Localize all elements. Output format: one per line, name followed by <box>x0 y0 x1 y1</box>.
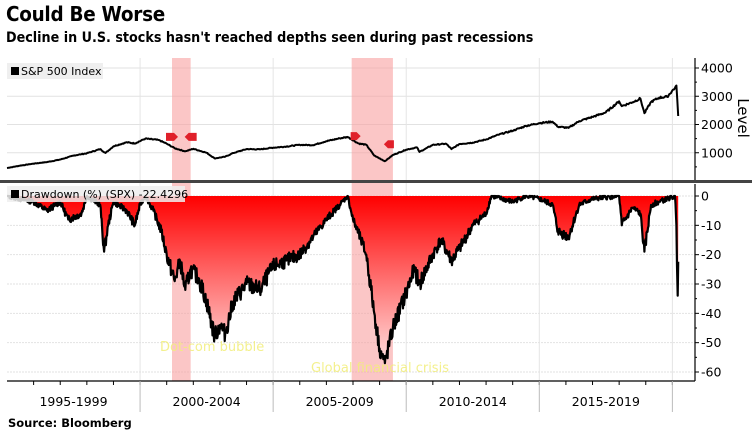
y-axis-label-top: Level <box>734 98 752 138</box>
legend-drawdown: Drawdown (%) (SPX) -22.4296 <box>7 186 188 202</box>
panel-separator <box>0 180 752 183</box>
axes: 1000 2000 3000 4000 0 -10 -20 -30 -40 -50 -60 <box>0 58 752 412</box>
chart-title: Could Be Worse <box>6 2 165 26</box>
recession-marker-dotcom-start <box>166 132 179 141</box>
y-tick-label-bottom-4: -40 <box>701 306 721 321</box>
sp500-panel <box>6 84 680 169</box>
y-tick-label-bottom-1: -10 <box>701 218 721 233</box>
x-axis-labels: 1995-1999 2000-2004 2005-2009 2010-2014 2015… <box>39 394 639 409</box>
legend-bg-sp500 <box>7 63 103 79</box>
legend-label-sp500: S&P 500 Index <box>21 65 102 78</box>
y-tick-label-top-3: 4000 <box>701 61 733 76</box>
chart-subtitle: Decline in U.S. stocks hasn't reached de… <box>6 30 534 46</box>
legend-bg-drawdown <box>7 186 185 202</box>
x-tick-label-2: 2005-2009 <box>306 394 374 409</box>
legend-sp500: S&P 500 Index <box>7 63 103 79</box>
y-tick-label-bottom-5: -50 <box>701 335 721 350</box>
x-tick-label-3: 2010-2014 <box>439 394 507 409</box>
x-tick-label-4: 2015-2019 <box>572 394 640 409</box>
y-tick-label-top-1: 2000 <box>701 117 733 132</box>
annotation-dotcom: Dot-com bubble <box>160 340 264 355</box>
sp500-line <box>6 84 680 169</box>
source-note: Source: Bloomberg <box>8 416 132 430</box>
x-tick-label-0: 1995-1999 <box>39 394 107 409</box>
y-tick-label-bottom-3: -30 <box>701 277 721 292</box>
legend-swatch-sp500 <box>11 67 19 75</box>
y-tick-label-bottom-6: -60 <box>701 365 721 380</box>
drawdown-line <box>6 194 680 365</box>
y-tick-label-bottom-2: -20 <box>701 247 721 262</box>
y-tick-label-top-0: 1000 <box>701 145 733 160</box>
drawdown-area <box>7 196 679 364</box>
y-tick-label-top-2: 3000 <box>701 89 733 104</box>
x-tick-label-1: 2000-2004 <box>173 394 241 409</box>
annotation-gfc: Global financial crisis <box>311 361 449 376</box>
recession-marker-gfc-start <box>350 132 361 141</box>
legend-label-drawdown: Drawdown (%) (SPX) -22.4296 <box>21 188 188 201</box>
y-tick-label-bottom-0: 0 <box>701 189 709 204</box>
recession-marker-dotcom-end <box>184 132 197 141</box>
legend-swatch-drawdown <box>11 190 19 198</box>
drawdown-panel <box>6 194 680 365</box>
recession-marker-gfc-end <box>383 140 394 149</box>
